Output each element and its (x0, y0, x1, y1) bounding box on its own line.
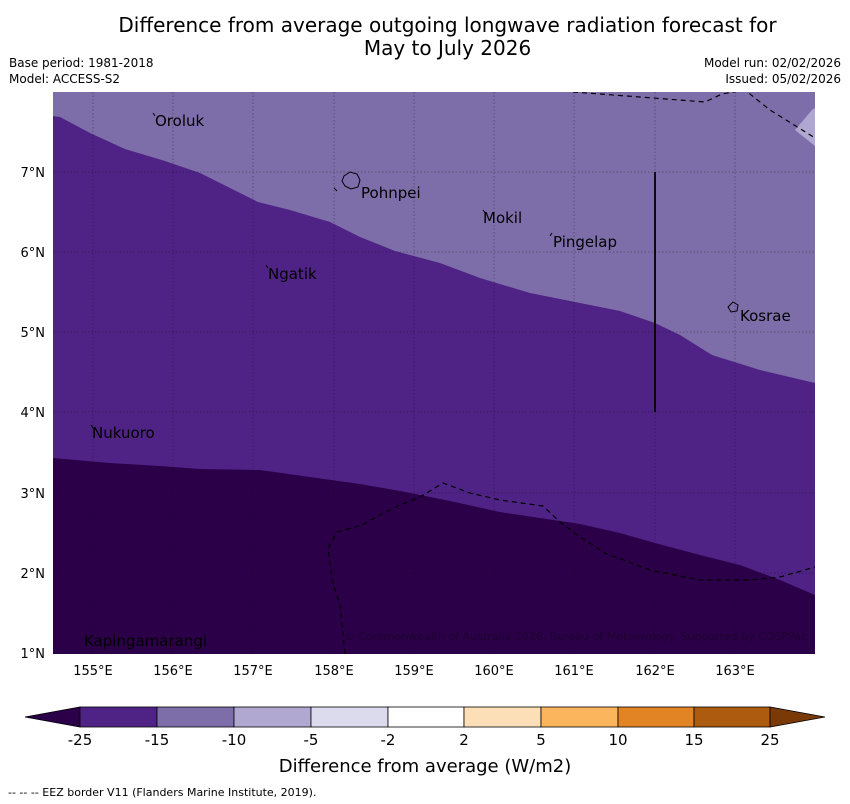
eez-border (327, 92, 815, 654)
colorbar-swatch (79, 706, 158, 728)
title-line-1: Difference from average outgoing longwav… (118, 13, 777, 37)
lon-axis: 155°E 156°E 157°E 158°E 159°E 160°E 161°… (73, 664, 755, 679)
lon-tick: 155°E (73, 664, 113, 679)
lat-tick: 7°N (21, 166, 46, 181)
meta-right: Model run: 02/02/2026 Issued: 05/02/2026 (704, 55, 841, 87)
lon-tick: 157°E (233, 664, 273, 679)
label-ngatik: Ngatik (268, 265, 317, 283)
colorbar-under-arrow (24, 706, 81, 728)
lon-tick: 159°E (394, 664, 434, 679)
label-pohnpei: Pohnpei (361, 184, 421, 202)
label-oroluk: Oroluk (155, 112, 204, 130)
base-period: Base period: 1981-2018 (9, 56, 154, 70)
lat-tick: 6°N (21, 246, 46, 261)
graticule (53, 92, 815, 654)
lat-tick: 5°N (21, 326, 46, 341)
pingelap-islet-icon (549, 232, 553, 237)
colorbar-tick: -10 (222, 731, 247, 749)
oroluk-islet-icon (152, 112, 156, 117)
colorbar-tick: 2 (459, 731, 469, 749)
lon-tick: 161°E (554, 664, 594, 679)
lon-tick: 163°E (715, 664, 755, 679)
label-pingelap: Pingelap (553, 233, 617, 251)
lat-tick: 3°N (21, 487, 46, 502)
colorbar-swatch (233, 706, 312, 728)
anomaly-band-below-minus25 (53, 458, 815, 654)
colorbar-tick: 15 (684, 731, 703, 749)
lon-tick: 162°E (635, 664, 675, 679)
model-name: Model: ACCESS-S2 (9, 72, 121, 86)
title-line-2: May to July 2026 (363, 36, 532, 60)
colorbar-swatch (156, 706, 235, 728)
colorbar-swatch (540, 706, 619, 728)
colorbar-tick: -15 (145, 731, 170, 749)
lat-axis: 7°N 6°N 5°N 4°N 3°N 2°N 1°N (21, 166, 46, 662)
anomaly-band-minus5-to-minus10 (795, 108, 815, 146)
colorbar-label: Difference from average (W/m2) (279, 756, 571, 777)
colorbar-tick: 25 (760, 731, 779, 749)
copyright-watermark: © Commonwealth of Australia 2026, Bureau… (344, 630, 807, 643)
map-title: Difference from average outgoing longwav… (0, 14, 850, 60)
issued-date: Issued: 05/02/2026 (725, 72, 841, 86)
colorbar-swatch (693, 706, 771, 728)
colorbar-swatch (463, 706, 542, 728)
lon-tick: 158°E (314, 664, 354, 679)
colorbar: -25 -15 -10 -5 -2 2 5 10 15 25 Differenc… (24, 706, 826, 777)
lon-tick: 156°E (153, 664, 193, 679)
eez-footnote: -- -- -- EEZ border V11 (Flanders Marine… (8, 786, 317, 799)
lat-tick: 4°N (21, 406, 46, 421)
lon-tick: 160°E (474, 664, 514, 679)
label-kosrae: Kosrae (740, 307, 791, 325)
label-nukuoro: Nukuoro (92, 424, 155, 442)
map-area: Oroluk Pohnpei Mokil Pingelap Ngatik Kos… (53, 92, 815, 654)
colorbar-over-arrow (769, 706, 826, 728)
ngatik-islet-icon (265, 264, 269, 269)
kosrae-island-icon (727, 301, 739, 313)
model-run: Model run: 02/02/2026 (703, 56, 841, 70)
colorbar-swatch (387, 706, 465, 728)
colorbar-swatch (310, 706, 389, 728)
label-mokil: Mokil (483, 209, 522, 227)
label-kapingamarangi: Kapingamarangi (84, 632, 207, 650)
lat-tick: 2°N (21, 567, 46, 582)
colorbar-tick: -2 (381, 731, 396, 749)
nukuoro-islet-icon (90, 424, 94, 429)
colorbar-tick: 5 (536, 731, 546, 749)
pohnpei-islet-icon (333, 187, 338, 192)
pohnpei-island-icon (341, 171, 361, 190)
mokil-islet-icon (482, 209, 486, 214)
colorbar-tick: -25 (68, 731, 93, 749)
colorbar-swatch (617, 706, 695, 728)
colorbar-tick: -5 (304, 731, 319, 749)
islands (90, 112, 739, 429)
colorbar-tick: 10 (608, 731, 627, 749)
lat-tick: 1°N (21, 647, 46, 662)
meta-left: Base period: 1981-2018 Model: ACCESS-S2 (9, 55, 154, 87)
